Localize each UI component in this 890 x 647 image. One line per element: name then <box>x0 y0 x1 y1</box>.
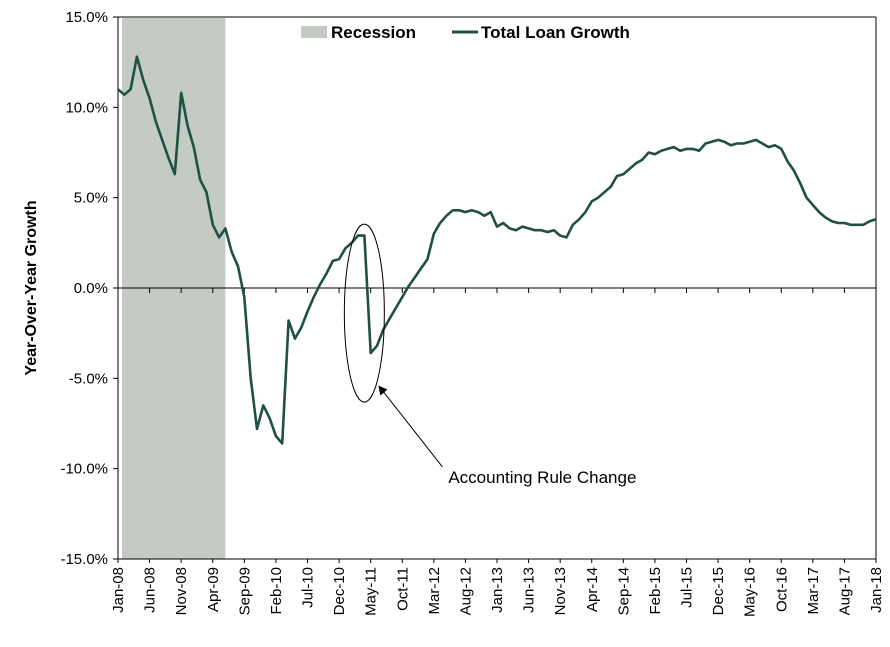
x-tick-label: Sep-14 <box>615 567 632 615</box>
x-tick-label: Sep-09 <box>236 567 253 615</box>
x-tick-label: Nov-08 <box>173 567 190 615</box>
x-tick-label: Apr-09 <box>205 567 222 612</box>
x-tick-label: Aug-17 <box>836 567 853 615</box>
annotation-layer: Accounting Rule Change <box>343 223 636 487</box>
x-tick-label: Jun-08 <box>142 567 159 613</box>
x-tick-label: Jan-13 <box>489 567 506 613</box>
annotation-ellipse <box>343 223 385 403</box>
x-tick-label: May-11 <box>363 567 380 616</box>
y-tick-label: -10.0% <box>60 461 108 478</box>
y-tick-label: 5.0% <box>74 190 108 207</box>
y-tick-label: -5.0% <box>69 370 108 387</box>
y-tick-label: -15.0% <box>60 551 108 568</box>
x-tick-label: Oct-11 <box>394 567 411 611</box>
x-tick-label: Mar-17 <box>805 567 822 615</box>
axes: -15.0% -10.0% -5.0% 0.0% 5.0% 10.0% 15.0% Jan-0… <box>60 9 885 617</box>
x-tick-label: Jan-18 <box>868 567 885 613</box>
x-tick-label: Jun-13 <box>521 567 538 613</box>
legend: Recession Total Loan Growth <box>301 23 630 42</box>
y-tick-label: 10.0% <box>65 99 108 116</box>
x-tick-label: May-16 <box>742 567 759 617</box>
series-line-total-loan-growth <box>117 55 877 445</box>
x-tick-label: Dec-10 <box>331 567 348 615</box>
x-tick-label: Apr-14 <box>584 567 601 612</box>
x-tick-label: Nov-13 <box>552 567 569 615</box>
x-tick-label: Dec-15 <box>710 567 727 615</box>
annotation-arrowhead <box>378 385 388 396</box>
x-tick-label: Aug-12 <box>457 567 474 615</box>
x-tick-label: Mar-12 <box>426 567 443 615</box>
x-tick-label: Jan-08 <box>110 567 127 613</box>
annotation-text: Accounting Rule Change <box>448 468 636 487</box>
x-tick-label: Feb-10 <box>268 567 285 615</box>
y-tick-label: 0.0% <box>74 280 108 297</box>
legend-recession-label: Recession <box>331 23 416 42</box>
x-tick-label: Jul-15 <box>679 567 696 608</box>
x-tick-label: Oct-16 <box>773 567 790 612</box>
x-tick-label: Feb-15 <box>647 567 664 615</box>
x-tick-label: Jul-10 <box>300 567 317 608</box>
legend-series-label: Total Loan Growth <box>481 23 630 42</box>
series-layer <box>117 55 877 445</box>
annotation-arrow-line <box>378 386 443 468</box>
y-axis-label: Year-Over-Year Growth <box>23 200 40 375</box>
y-tick-label: 15.0% <box>65 9 108 26</box>
legend-recession-swatch <box>301 26 327 38</box>
